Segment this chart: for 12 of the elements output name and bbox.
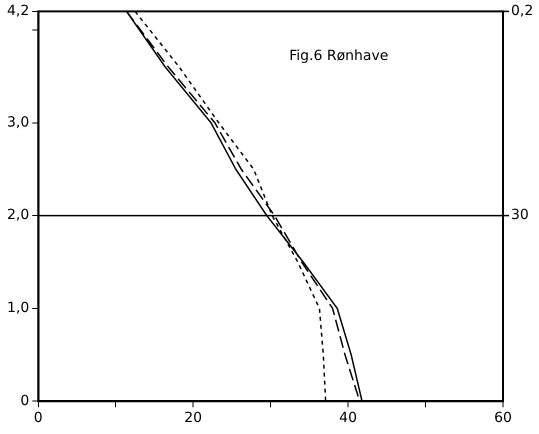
text: 30 — [511, 207, 529, 224]
y-tick-label: 1,0 — [7, 300, 30, 316]
y-tick-label: 2,0 — [7, 207, 30, 224]
annotation: Fig.6 Rønhave — [289, 48, 388, 64]
y-tick-label: 0 — [20, 392, 30, 409]
x-tick-label: 20 — [184, 410, 202, 426]
x-tick-label: 0 — [34, 410, 43, 426]
x-tick-label: 40 — [339, 410, 357, 426]
text: 0,2 — [511, 3, 534, 20]
x-tick-label: 60 — [494, 410, 512, 426]
y-tick-label: 3,0 — [7, 114, 30, 130]
y-tick-label: 4,2 — [7, 3, 30, 20]
